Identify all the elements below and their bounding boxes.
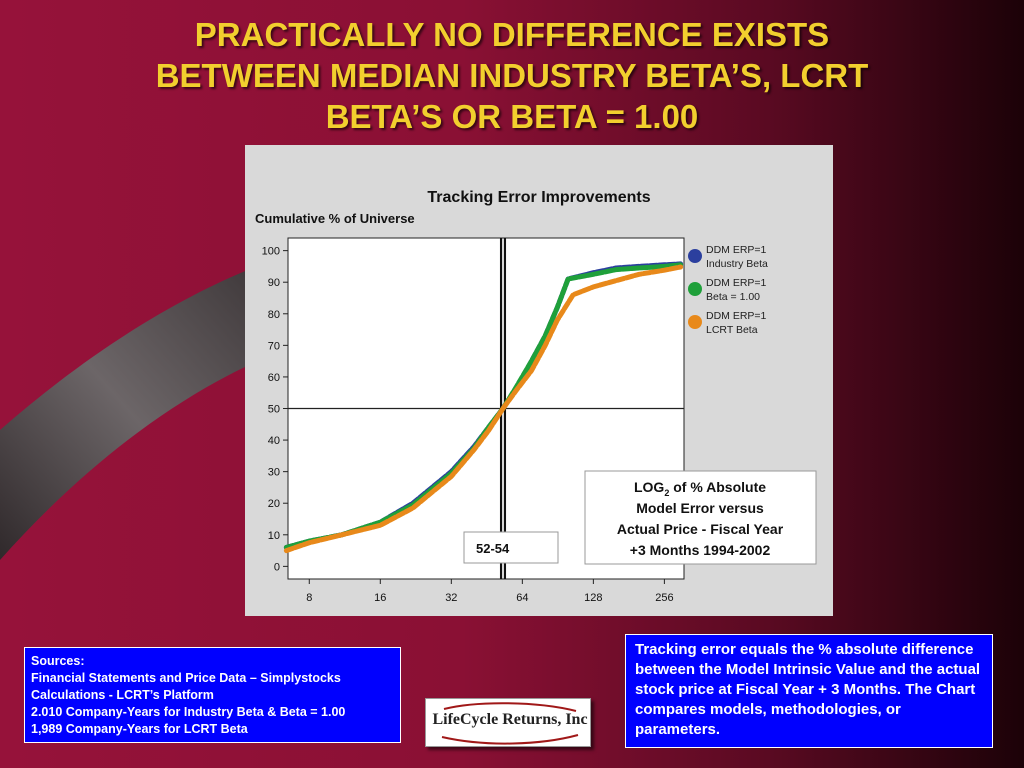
log-annotation-line: Model Error versus <box>636 500 764 516</box>
legend-marker <box>688 282 702 296</box>
legend-label: LCRT Beta <box>706 324 758 336</box>
series-line <box>283 264 684 554</box>
x-tick-label: 64 <box>516 592 528 604</box>
chart-title: Tracking Error Improvements <box>427 189 650 206</box>
sources-box: Sources: Financial Statements and Price … <box>24 647 401 743</box>
log-annotation-line: LOG2 of % Absolute <box>634 479 766 498</box>
title-line: BETWEEN MEDIAN INDUSTRY BETA’S, LCRT <box>155 57 869 94</box>
log-annotation-line: +3 Months 1994-2002 <box>630 542 771 558</box>
y-tick-label: 40 <box>268 435 280 447</box>
sources-line: Sources: <box>31 654 85 668</box>
log-annotation-box <box>584 470 817 565</box>
y-axis-label: Cumulative % of Universe <box>255 211 415 226</box>
x-tick-label: 128 <box>584 592 602 604</box>
range-label-box <box>463 531 559 564</box>
y-tick-label: 90 <box>268 277 280 289</box>
legend-label: DDM ERP=1 <box>706 244 767 256</box>
legend-label: DDM ERP=1 <box>706 277 767 289</box>
chart-panel: Tracking Error Improvements Cumulative %… <box>245 145 833 616</box>
logo-swirl-icon <box>441 702 579 745</box>
y-tick-label: 80 <box>268 309 280 321</box>
title-line: PRACTICALLY NO DIFFERENCE EXISTS <box>194 16 830 53</box>
tracking-error-note: Tracking error equals the % absolute dif… <box>625 634 993 748</box>
sources-line: Financial Statements and Price Data – Si… <box>31 671 341 685</box>
x-tick-label: 16 <box>374 592 386 604</box>
legend-label: DDM ERP=1 <box>706 310 767 322</box>
sources-line: 2.010 Company-Years for Industry Beta & … <box>31 705 346 719</box>
legend-label: Beta = 1.00 <box>706 291 760 303</box>
y-tick-label: 70 <box>268 340 280 352</box>
y-tick-label: 50 <box>268 404 280 416</box>
x-tick-label: 32 <box>445 592 457 604</box>
y-tick-label: 10 <box>268 530 280 542</box>
legend-marker <box>688 315 702 329</box>
slide-title: PRACTICALLY NO DIFFERENCE EXISTS BETWEEN… <box>0 14 1024 137</box>
tracking-error-chart: Tracking Error Improvements Cumulative %… <box>255 189 817 604</box>
y-tick-label: 0 <box>274 561 280 573</box>
sources-line: Calculations - LCRT’s Platform <box>31 688 214 702</box>
y-tick-label: 20 <box>268 498 280 510</box>
range-label: 52-54 <box>476 541 510 556</box>
title-line: BETA’S OR BETA = 1.00 <box>325 98 699 135</box>
y-tick-label: 100 <box>262 246 280 258</box>
log-annotation-line: Actual Price - Fiscal Year <box>617 521 784 537</box>
x-tick-label: 256 <box>655 592 673 604</box>
sources-line: 1,989 Company-Years for LCRT Beta <box>31 722 248 736</box>
logo-text: LifeCycle Returns, Inc <box>432 711 588 728</box>
x-tick-label: 8 <box>306 592 312 604</box>
company-logo: LifeCycle Returns, Inc <box>425 698 591 747</box>
legend-marker <box>688 249 702 263</box>
y-tick-label: 30 <box>268 467 280 479</box>
y-tick-label: 60 <box>268 372 280 384</box>
legend-label: Industry Beta <box>706 258 768 270</box>
